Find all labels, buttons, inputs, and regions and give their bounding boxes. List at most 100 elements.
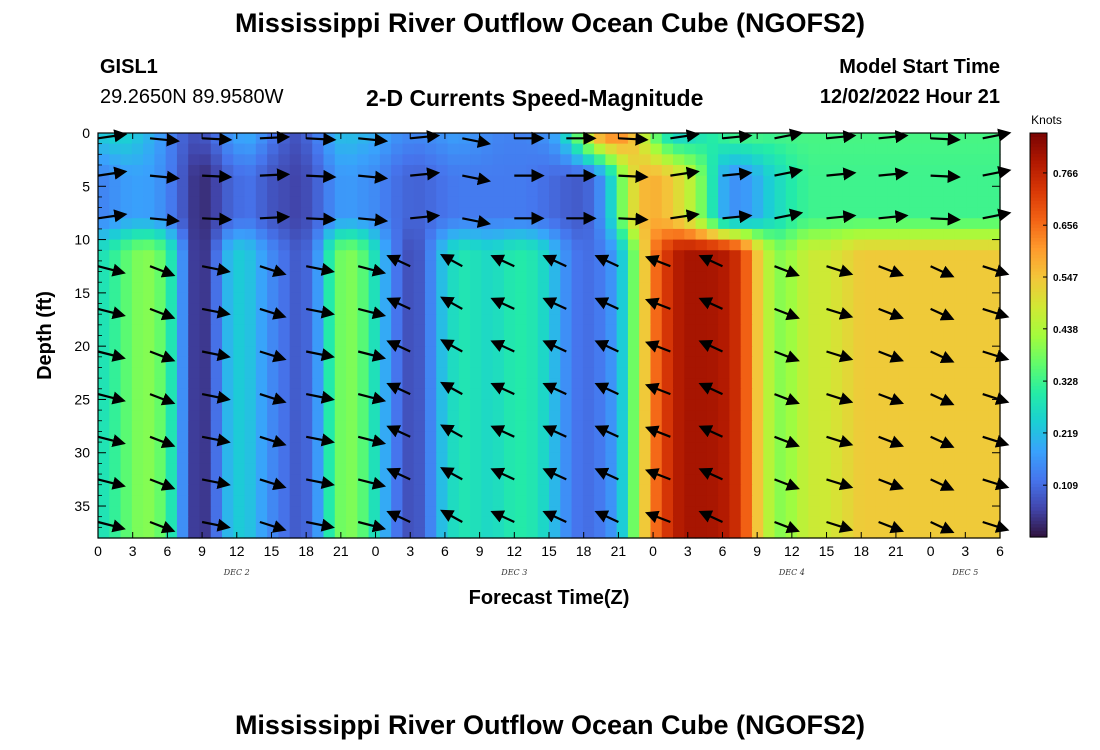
- heatmap-cell: [300, 378, 313, 390]
- heatmap-cell: [661, 207, 674, 219]
- heatmap-cell: [853, 484, 866, 496]
- heatmap-cell: [447, 452, 460, 464]
- heatmap-cell: [278, 186, 291, 198]
- heatmap-cell: [988, 442, 1001, 454]
- heatmap-cell: [661, 143, 674, 155]
- heatmap-cell: [188, 420, 201, 433]
- heatmap-cell: [436, 410, 449, 422]
- footer-title: Mississippi River Outflow Ocean Cube (NG…: [234, 710, 866, 740]
- heatmap-cell: [346, 271, 358, 283]
- heatmap-cell: [706, 484, 719, 496]
- heatmap-cell: [176, 175, 189, 187]
- heatmap-cell: [334, 474, 347, 486]
- heatmap-cell: [210, 218, 223, 230]
- heatmap-cell: [830, 346, 843, 358]
- heatmap-cell: [966, 463, 979, 475]
- heatmap-cell: [673, 346, 685, 358]
- heatmap-cell: [526, 303, 539, 315]
- heatmap-cell: [244, 346, 257, 358]
- heatmap-cell: [503, 484, 516, 496]
- heatmap-cell: [909, 367, 922, 379]
- heatmap-cell: [233, 239, 246, 251]
- heatmap-cell: [695, 388, 708, 401]
- x-tick-label: 0: [927, 543, 935, 559]
- heatmap-cell: [176, 378, 189, 390]
- colorbar-cell: [1030, 459, 1047, 464]
- heatmap-cell: [323, 506, 336, 518]
- heatmap-cell: [819, 442, 832, 454]
- heatmap-cell: [526, 282, 539, 294]
- heatmap-cell: [932, 346, 945, 358]
- heatmap-cell: [244, 431, 257, 443]
- heatmap-cell: [560, 186, 573, 198]
- heatmap-cell: [740, 186, 753, 198]
- heatmap-cell: [346, 399, 358, 411]
- heatmap-cell: [560, 452, 573, 464]
- heatmap-cell: [740, 367, 753, 379]
- heatmap-cell: [131, 516, 144, 528]
- heatmap-cell: [346, 218, 358, 230]
- heatmap-cell: [853, 154, 866, 166]
- heatmap-cell: [515, 218, 528, 230]
- heatmap-cell: [188, 303, 201, 315]
- heatmap-cell: [977, 282, 990, 294]
- heatmap-cell: [774, 431, 787, 443]
- heatmap-cell: [616, 516, 629, 528]
- heatmap-cell: [954, 324, 967, 337]
- heatmap-cell: [921, 292, 933, 305]
- heatmap-cell: [346, 250, 358, 262]
- heatmap-cell: [233, 282, 246, 294]
- heatmap-cell: [740, 314, 753, 326]
- current-vector: [826, 477, 854, 491]
- heatmap-cell: [571, 420, 584, 433]
- heatmap-cell: [763, 506, 776, 518]
- heatmap-cell: [932, 452, 945, 464]
- heatmap-cell: [526, 196, 539, 209]
- heatmap-cell: [537, 154, 550, 166]
- heatmap-cell: [402, 324, 415, 337]
- heatmap-cell: [379, 495, 392, 507]
- heatmap-cell: [98, 186, 110, 198]
- heatmap-cell: [943, 506, 956, 518]
- heatmap-cell: [334, 506, 347, 518]
- x-tick-label: 0: [372, 543, 380, 559]
- heatmap-cell: [774, 527, 787, 539]
- heatmap-cell: [966, 196, 979, 209]
- heatmap-cell: [853, 324, 866, 337]
- heatmap-cell: [582, 474, 595, 486]
- colorbar-tick-label: 0.219: [1053, 429, 1078, 440]
- heatmap-cell: [278, 314, 291, 326]
- heatmap-cell: [819, 399, 832, 411]
- heatmap-cell: [921, 324, 933, 337]
- colorbar-cell: [1030, 456, 1047, 461]
- heatmap-cell: [954, 282, 967, 294]
- heatmap-cell: [842, 303, 855, 315]
- heatmap-cell: [909, 431, 922, 443]
- heatmap-cell: [853, 175, 866, 187]
- heatmap-cell: [954, 463, 967, 475]
- heatmap-cell: [560, 196, 573, 209]
- heatmap-cell: [537, 356, 550, 369]
- heatmap-cell: [819, 516, 832, 528]
- heatmap-cell: [323, 324, 336, 337]
- heatmap-cell: [627, 367, 640, 379]
- heatmap-cell: [334, 356, 347, 369]
- heatmap-cell: [120, 175, 133, 187]
- heatmap-cell: [109, 420, 122, 433]
- heatmap-cell: [300, 239, 313, 251]
- colorbar-cell: [1030, 210, 1047, 215]
- heatmap-cell: [503, 228, 516, 241]
- heatmap-cell: [977, 452, 990, 464]
- current-vector: [97, 476, 126, 490]
- heatmap-cell: [436, 474, 449, 486]
- heatmap-cell: [639, 207, 652, 219]
- heatmap-cell: [120, 228, 133, 241]
- heatmap-cell: [718, 367, 731, 379]
- day-labels: DEC 2 DEC 3 DEC 4 DEC 5: [223, 568, 979, 577]
- current-vector: [930, 169, 961, 184]
- heatmap-cell: [673, 484, 685, 496]
- current-vector: [826, 130, 857, 144]
- heatmap-cell: [932, 218, 945, 230]
- heatmap-cell: [594, 516, 606, 528]
